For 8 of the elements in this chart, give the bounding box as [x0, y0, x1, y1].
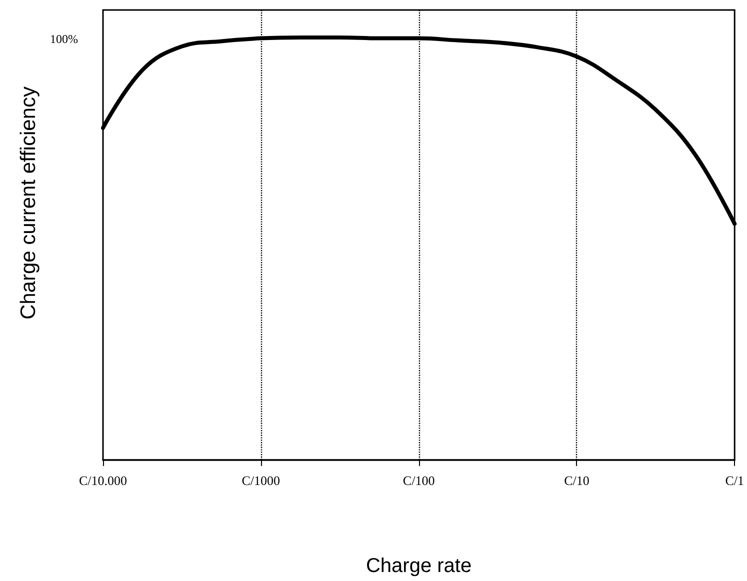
x-tick-label: C/1: [725, 473, 744, 488]
x-tick-label: C/10.000: [78, 473, 128, 488]
x-tick-label: C/1000: [242, 473, 280, 488]
x-tick-label: C/10: [564, 473, 590, 488]
text: 100%: [50, 32, 78, 46]
x-tick-label: C/100: [402, 473, 435, 488]
y-axis-title: Charge current efficiency: [17, 86, 40, 320]
x-axis-title: Charge rate: [366, 555, 472, 577]
